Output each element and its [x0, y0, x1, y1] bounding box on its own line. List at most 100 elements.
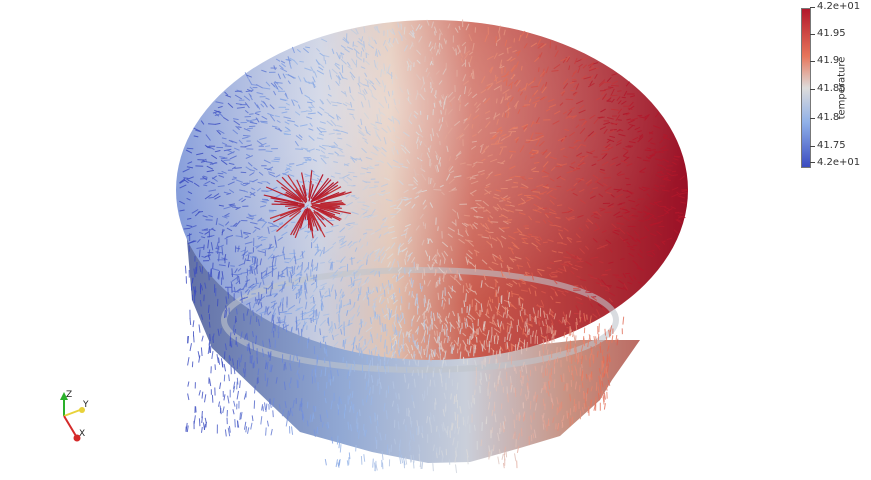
vector-glyph	[248, 285, 256, 289]
vector-glyph	[661, 149, 669, 152]
vector-glyph	[494, 413, 497, 423]
vector-glyph	[394, 106, 400, 114]
vector-glyph	[484, 110, 491, 114]
radial-glyph	[281, 176, 304, 200]
vector-glyph	[576, 152, 583, 157]
vector-glyph	[191, 277, 194, 284]
vector-glyph	[368, 349, 371, 355]
vector-glyph	[293, 282, 299, 288]
vector-glyph	[365, 52, 370, 56]
vector-glyph	[223, 394, 226, 401]
vector-glyph	[380, 326, 383, 333]
vector-glyph	[337, 137, 343, 140]
vector-glyph	[260, 121, 268, 124]
vector-glyph	[442, 101, 445, 110]
vector-glyph	[236, 106, 245, 109]
vector-glyph	[210, 242, 214, 251]
vector-glyph	[481, 236, 490, 239]
vector-glyph	[347, 240, 353, 246]
color-legend[interactable]: 4.2e+01 41.95 41.9 41.85 41.8 41.75 4.2e…	[798, 2, 871, 174]
vector-glyph	[625, 146, 632, 148]
vector-glyph	[530, 188, 538, 192]
vector-glyph	[217, 105, 223, 109]
vector-glyph	[491, 261, 499, 266]
vector-glyph	[498, 52, 504, 57]
vector-glyph	[593, 354, 595, 364]
vector-glyph	[201, 426, 203, 433]
vector-glyph	[281, 111, 288, 114]
vector-glyph	[205, 421, 207, 428]
vector-glyph	[281, 285, 284, 293]
vector-glyph	[393, 321, 397, 328]
vector-glyph	[309, 122, 313, 127]
vector-glyph	[300, 285, 303, 291]
vector-glyph	[287, 73, 295, 79]
vector-glyph	[542, 170, 550, 175]
vector-glyph	[520, 289, 528, 292]
vector-glyph	[296, 354, 299, 361]
vector-glyph	[345, 101, 352, 106]
vector-glyph	[406, 60, 410, 68]
vector-glyph	[349, 405, 352, 413]
vector-glyph	[423, 298, 426, 308]
vector-glyph	[359, 157, 363, 162]
vector-glyph	[585, 354, 587, 361]
vector-glyph	[587, 82, 595, 88]
vector-glyph	[525, 364, 528, 374]
vector-glyph	[492, 135, 498, 139]
vector-glyph	[235, 220, 241, 227]
vector-glyph	[569, 131, 575, 137]
vector-glyph	[294, 140, 299, 147]
vector-glyph	[186, 147, 194, 150]
vector-glyph	[542, 344, 545, 354]
vector-glyph	[394, 326, 397, 335]
vector-glyph	[648, 137, 653, 143]
vector-glyph	[351, 211, 359, 215]
vector-glyph	[345, 274, 353, 278]
vector-glyph	[299, 403, 301, 411]
vector-glyph	[541, 290, 546, 294]
vector-glyph	[572, 80, 577, 83]
vector-glyph	[502, 421, 505, 430]
vector-glyph	[407, 383, 410, 390]
vector-glyph	[380, 111, 386, 116]
vector-glyph	[480, 172, 485, 176]
vector-glyph	[282, 172, 288, 176]
vector-glyph	[303, 320, 306, 326]
vector-glyph	[389, 335, 392, 342]
vector-glyph	[337, 212, 344, 219]
vector-glyph	[642, 210, 649, 215]
vector-glyph	[626, 241, 631, 246]
vector-glyph	[187, 357, 190, 366]
vector-glyph	[433, 99, 437, 105]
vector-glyph	[438, 313, 442, 318]
orientation-axes[interactable]: Z Y X	[50, 388, 96, 448]
vector-glyph	[425, 323, 428, 329]
vector-glyph	[543, 186, 550, 188]
vector-glyph	[305, 148, 311, 153]
vector-glyph	[576, 240, 582, 243]
vector-glyph	[527, 80, 534, 86]
radial-glyph	[307, 208, 312, 231]
vector-glyph	[233, 381, 236, 389]
vector-glyph	[201, 266, 204, 274]
radial-glyph	[311, 206, 333, 219]
vector-glyph	[392, 381, 395, 389]
vector-glyph	[498, 449, 501, 455]
vector-glyph	[350, 75, 355, 81]
vector-glyph	[198, 355, 201, 363]
vector-glyph	[294, 319, 301, 323]
vector-glyph	[412, 454, 415, 463]
vector-glyph	[608, 297, 613, 303]
vector-glyph	[241, 198, 246, 203]
radial-glyph	[301, 184, 308, 201]
vector-glyph	[246, 308, 249, 316]
vector-glyph	[557, 423, 560, 430]
vector-glyph	[383, 289, 386, 297]
vector-glyph	[426, 71, 430, 78]
vector-glyph	[581, 382, 584, 388]
vector-glyph	[280, 60, 286, 64]
vector-glyph	[457, 337, 460, 345]
vector-glyph	[296, 163, 304, 167]
